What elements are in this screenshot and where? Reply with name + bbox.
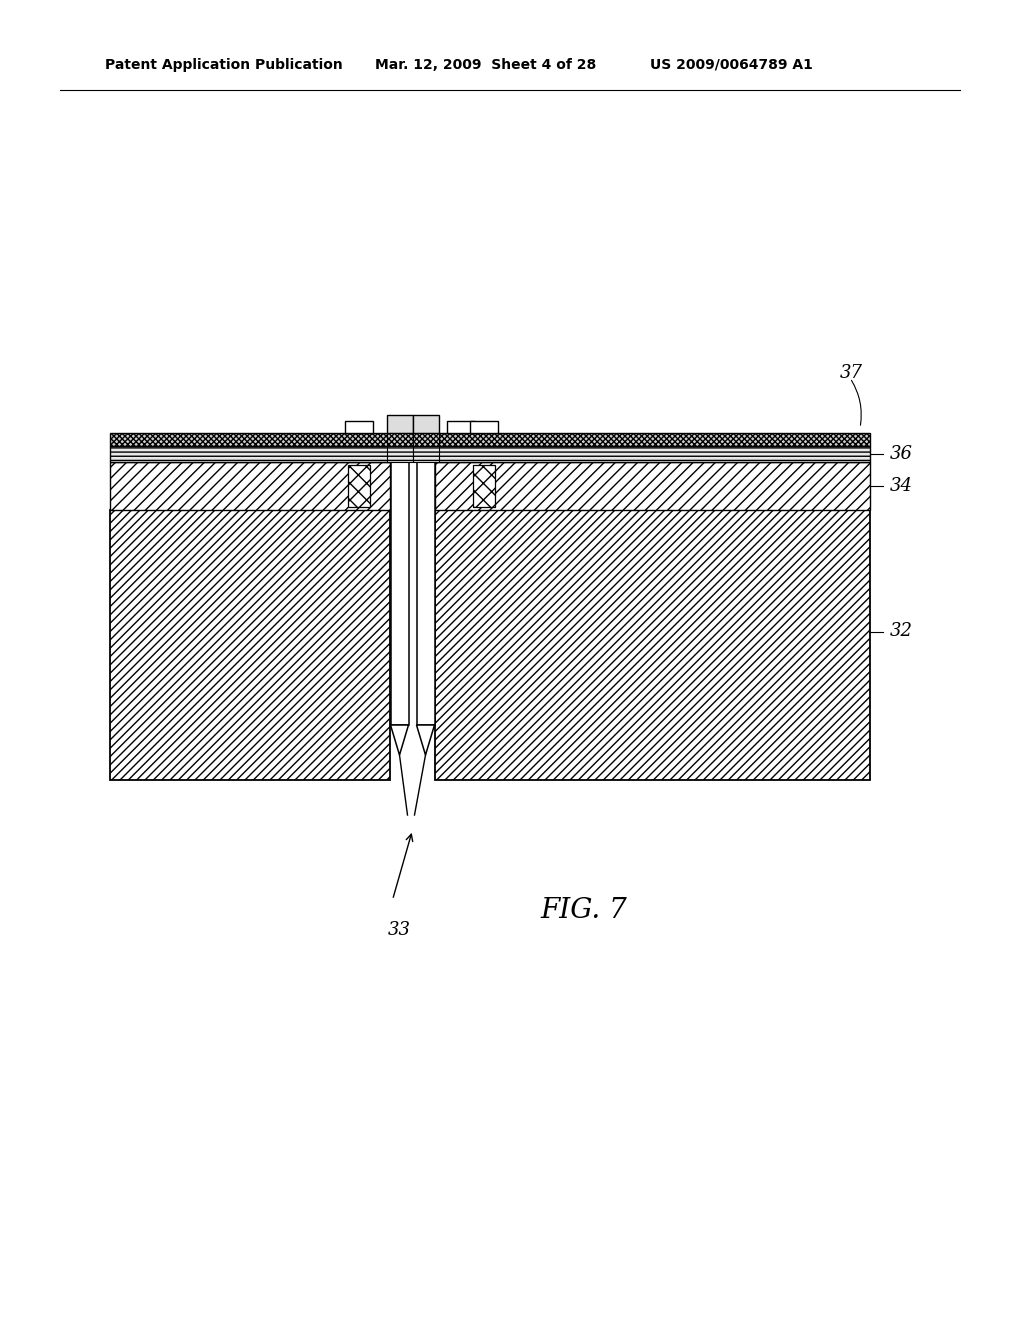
Bar bbox=[386, 433, 413, 446]
Bar bbox=[390, 462, 409, 725]
Text: 33: 33 bbox=[387, 921, 411, 939]
Text: 34: 34 bbox=[890, 477, 913, 495]
Bar bbox=[413, 433, 438, 446]
Bar bbox=[417, 462, 434, 725]
Bar bbox=[435, 446, 870, 462]
Bar bbox=[447, 421, 475, 433]
Polygon shape bbox=[417, 725, 434, 755]
Bar bbox=[386, 446, 413, 462]
Bar bbox=[413, 414, 438, 433]
Text: 37: 37 bbox=[840, 364, 863, 381]
Bar bbox=[473, 465, 495, 507]
Bar bbox=[386, 414, 413, 433]
Text: FIG. 7: FIG. 7 bbox=[540, 896, 627, 924]
Bar bbox=[110, 510, 390, 780]
Bar bbox=[435, 510, 870, 780]
Bar bbox=[345, 421, 373, 433]
Bar bbox=[435, 433, 870, 446]
Text: 32: 32 bbox=[890, 623, 913, 640]
Text: Patent Application Publication: Patent Application Publication bbox=[105, 58, 343, 73]
Text: Mar. 12, 2009  Sheet 4 of 28: Mar. 12, 2009 Sheet 4 of 28 bbox=[375, 58, 596, 73]
Bar bbox=[413, 446, 438, 462]
Text: 36: 36 bbox=[890, 445, 913, 463]
Bar bbox=[348, 465, 370, 507]
Bar bbox=[110, 462, 390, 510]
Bar bbox=[470, 421, 498, 433]
Text: US 2009/0064789 A1: US 2009/0064789 A1 bbox=[650, 58, 813, 73]
Polygon shape bbox=[390, 725, 409, 755]
Bar bbox=[110, 433, 390, 446]
Bar bbox=[110, 446, 390, 462]
Bar bbox=[435, 462, 870, 510]
